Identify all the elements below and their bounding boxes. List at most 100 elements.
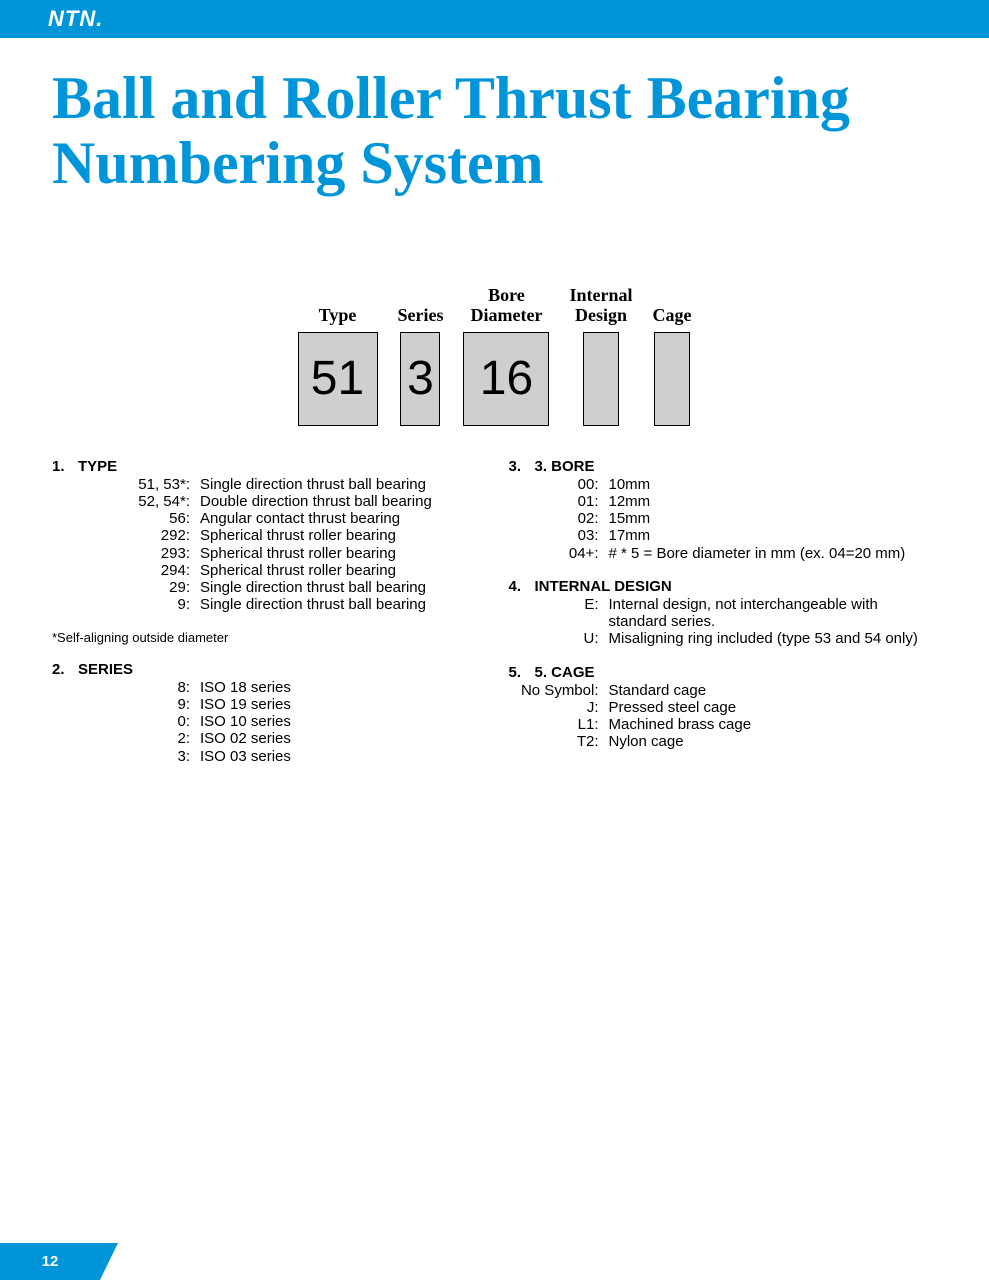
definition-value: ISO 18 series [200,679,481,696]
section-spacer [509,648,938,664]
section-header-row: 2.SERIES [52,661,481,678]
section-number: 5. [509,664,535,681]
definition-value: Single direction thrust ball bearing [200,579,481,596]
diagram-box: 51 [298,332,378,426]
definition-row: 04+:# * 5 = Bore diameter in mm (ex. 04=… [509,545,938,562]
definition-value: 17mm [609,527,938,544]
definition-key: 9: [52,596,200,613]
definition-value: Single direction thrust ball bearing [200,476,481,493]
definition-value: Pressed steel cage [609,699,938,716]
diagram-col: InternalDesign [569,286,632,426]
definition-key: 01: [509,493,609,510]
definition-value: Double direction thrust ball bearing [200,493,481,510]
section-heading: 5. CAGE [535,664,595,681]
diagram-label: Series [398,286,444,326]
diagram-col: Series 3 [398,286,444,426]
definition-value: Single direction thrust ball bearing [200,596,481,613]
definition-value: ISO 10 series [200,713,481,730]
definition-row: T2:Nylon cage [509,733,938,750]
definition-key: 56: [52,510,200,527]
diagram-label: InternalDesign [569,286,632,326]
definition-value: Nylon cage [609,733,938,750]
definition-key: 0: [52,713,200,730]
section-header-row: 5.5. CAGE [509,664,938,681]
section-spacer [509,751,938,767]
definition-key: 9: [52,696,200,713]
definition-value: Angular contact thrust bearing [200,510,481,527]
page-number-footer: 12 [0,1243,100,1280]
column-right: 3.3. BORE00:10mm01:12mm02:15mm03:17mm04+… [509,458,938,781]
definition-row: 3:ISO 03 series [52,748,481,765]
page-number: 12 [42,1253,59,1270]
diagram-label: BoreDiameter [471,286,543,326]
definition-key: 00: [509,476,609,493]
definition-value: Standard cage [609,682,938,699]
diagram-box [583,332,619,426]
definition-row: 292:Spherical thrust roller bearing [52,527,481,544]
definition-value: 12mm [609,493,938,510]
definition-row: L1:Machined brass cage [509,716,938,733]
definition-key: U: [509,630,609,647]
definition-key: 51, 53*: [52,476,200,493]
section-heading: 3. BORE [535,458,595,475]
section-spacer [52,765,481,781]
definition-value: ISO 02 series [200,730,481,747]
section-number: 1. [52,458,78,475]
definition-row: 9:ISO 19 series [52,696,481,713]
definition-row: 29:Single direction thrust ball bearing [52,579,481,596]
section-note: *Self-aligning outside diameter [52,630,481,645]
definition-row: 2:ISO 02 series [52,730,481,747]
diagram-box: 3 [400,332,440,426]
definition-row: No Symbol:Standard cage [509,682,938,699]
definition-row: 51, 53*:Single direction thrust ball bea… [52,476,481,493]
definition-row: 0:ISO 10 series [52,713,481,730]
page-title: Ball and Roller Thrust Bearing Numbering… [52,66,937,196]
definition-row: 293:Spherical thrust roller bearing [52,545,481,562]
definition-row: U:Misaligning ring included (type 53 and… [509,630,938,647]
section-heading: INTERNAL DESIGN [535,578,672,595]
definition-key: 02: [509,510,609,527]
section-heading: SERIES [78,661,133,678]
definition-value: # * 5 = Bore diameter in mm (ex. 04=20 m… [609,545,938,562]
definition-row: J:Pressed steel cage [509,699,938,716]
definitions-columns: 1.TYPE51, 53*:Single direction thrust ba… [52,458,937,781]
definition-key: E: [509,596,609,631]
definition-value: ISO 19 series [200,696,481,713]
diagram-box [654,332,690,426]
section-number: 2. [52,661,78,678]
definition-key: No Symbol: [509,682,609,699]
definition-row: 8:ISO 18 series [52,679,481,696]
definition-key: 8: [52,679,200,696]
header-bar: NTN. [0,0,989,38]
definition-key: L1: [509,716,609,733]
section-number: 3. [509,458,535,475]
definition-key: 04+: [509,545,609,562]
definition-value: Machined brass cage [609,716,938,733]
definition-value: Spherical thrust roller bearing [200,527,481,544]
diagram-label: Type [319,286,357,326]
definition-key: 03: [509,527,609,544]
definition-value: 15mm [609,510,938,527]
definition-row: 9:Single direction thrust ball bearing [52,596,481,613]
definition-value: Spherical thrust roller bearing [200,562,481,579]
definition-key: 29: [52,579,200,596]
definition-value: Spherical thrust roller bearing [200,545,481,562]
definition-key: 3: [52,748,200,765]
definition-key: 294: [52,562,200,579]
definition-row: 00:10mm [509,476,938,493]
diagram-col: Cage [652,286,691,426]
definition-row: 56:Angular contact thrust bearing [52,510,481,527]
content: Ball and Roller Thrust Bearing Numbering… [0,38,989,781]
definition-value: Misaligning ring included (type 53 and 5… [609,630,938,647]
numbering-diagram: Type 51 Series 3 BoreDiameter 16 InternalDesig… [52,286,937,426]
section-header-row: 4.INTERNAL DESIGN [509,578,938,595]
diagram-label: Cage [652,286,691,326]
definition-row: 02:15mm [509,510,938,527]
definition-row: 01:12mm [509,493,938,510]
diagram-box: 16 [463,332,549,426]
definition-key: T2: [509,733,609,750]
definition-key: 52, 54*: [52,493,200,510]
definition-key: 2: [52,730,200,747]
definition-key: J: [509,699,609,716]
definition-value: Internal design, not interchangeable wit… [609,596,938,631]
